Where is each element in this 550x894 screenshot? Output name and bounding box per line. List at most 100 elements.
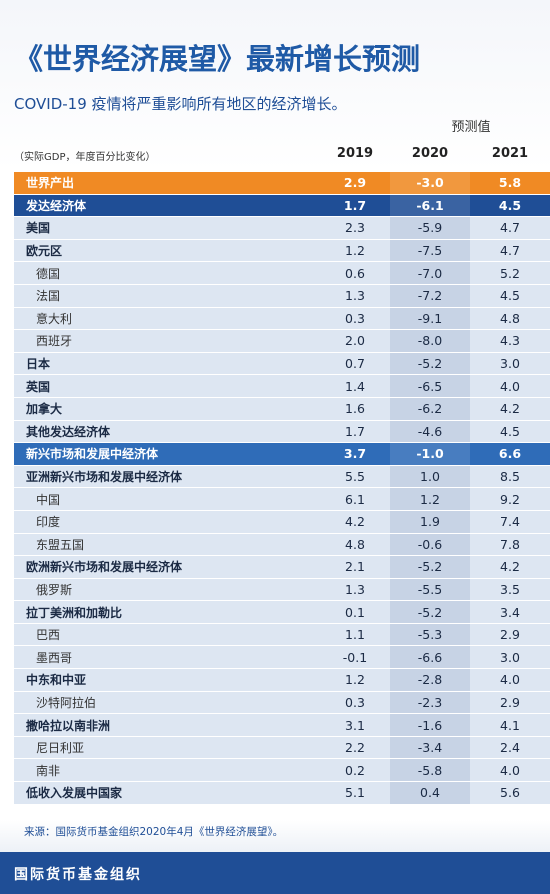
- cell-value: 1.3: [345, 288, 365, 304]
- cell-value: 2.0: [345, 333, 365, 349]
- cell-value: 1.0: [390, 465, 470, 488]
- table-row: 世界产出 2.9 -3.0 5.8: [14, 172, 550, 195]
- table-row: 其他发达经济体 1.7 -4.6 4.5: [14, 420, 550, 444]
- cell-value: 5.8: [498, 175, 522, 191]
- cell-value: -1.6: [390, 714, 470, 736]
- cell-value: -6.2: [390, 397, 470, 420]
- cell-value: 7.4: [500, 514, 520, 530]
- row-label: 欧洲新兴市场和发展中经济体: [26, 560, 183, 575]
- row-label: 新兴市场和发展中经济体: [26, 447, 159, 462]
- cell-value: 4.2: [500, 559, 520, 575]
- cell-value: -5.8: [390, 759, 470, 782]
- table-row: 尼日利亚 2.2 -3.4 2.4: [14, 736, 550, 760]
- cell-value: 2.9: [343, 175, 367, 191]
- cell-value: 1.2: [345, 672, 365, 688]
- cell-value: -6.5: [390, 375, 470, 397]
- table-row: 沙特阿拉伯 0.3 -2.3 2.9: [14, 691, 550, 715]
- table-row: 日本 0.7 -5.2 3.0: [14, 352, 550, 376]
- footer-text: 国际货币基金组织: [14, 867, 142, 883]
- footer: 国际货币基金组织: [0, 852, 550, 894]
- table-row: 撒哈拉以南非洲 3.1 -1.6 4.1: [14, 714, 550, 737]
- table-row: 亚洲新兴市场和发展中经济体 5.5 1.0 8.5: [14, 465, 550, 489]
- row-label: 沙特阿拉伯: [36, 695, 97, 710]
- cell-value: 0.3: [345, 310, 365, 326]
- table-row: 英国 1.4 -6.5 4.0: [14, 375, 550, 398]
- cell-value: 4.0: [500, 762, 520, 778]
- cell-value: 0.7: [345, 356, 365, 372]
- cell-value: 1.2: [390, 488, 470, 510]
- cell-value: 4.7: [500, 220, 520, 236]
- table-row: 美国 2.3 -5.9 4.7: [14, 217, 550, 240]
- cell-value: 0.6: [345, 265, 365, 281]
- table-row: 墨西哥 -0.1 -6.6 3.0: [14, 646, 550, 670]
- row-label: 印度: [36, 515, 61, 530]
- row-label: 南非: [36, 763, 61, 778]
- row-label: 发达经济体: [26, 198, 87, 213]
- row-label: 东盟五国: [36, 537, 85, 552]
- cell-value: -6.1: [390, 194, 470, 217]
- cell-value: 4.7: [500, 243, 520, 259]
- table-row: 西班牙 2.0 -8.0 4.3: [14, 330, 550, 353]
- row-label: 西班牙: [36, 334, 73, 349]
- source: 来源：国际货币基金组织2020年4月《世界经济展望》。: [24, 826, 284, 838]
- row-label: 德国: [36, 266, 61, 281]
- cell-value: -5.2: [390, 601, 470, 623]
- table-row: 巴西 1.1 -5.3 2.9: [14, 623, 550, 647]
- cell-value: 2.9: [500, 627, 520, 643]
- table-note: （实际GDP，年度百分比变化）: [14, 152, 156, 163]
- table-row: 东盟五国 4.8 -0.6 7.8: [14, 533, 550, 557]
- row-label: 世界产出: [26, 176, 75, 191]
- cell-value: 4.2: [345, 514, 365, 530]
- cell-value: 4.8: [500, 310, 520, 326]
- cell-value: 3.1: [345, 717, 365, 733]
- row-label: 法国: [36, 289, 61, 304]
- cell-value: 1.7: [343, 197, 367, 213]
- row-label: 日本: [26, 357, 51, 372]
- cell-value: -2.8: [390, 669, 470, 691]
- cell-value: -2.3: [390, 691, 470, 714]
- row-label: 撒哈拉以南非洲: [26, 718, 111, 733]
- table: 世界产出 2.9 -3.0 5.8 发达经济体 1.7 -6.1 4.5 美国 2.3 -5.9 4.…: [14, 172, 550, 805]
- cell-value: 7.8: [500, 536, 520, 552]
- row-label: 墨西哥: [36, 650, 73, 665]
- cell-value: 4.5: [500, 288, 520, 304]
- cell-value: 4.2: [500, 401, 520, 417]
- cell-value: 2.4: [500, 740, 520, 756]
- cell-value: -7.2: [390, 284, 470, 307]
- cell-value: 4.1: [500, 717, 520, 733]
- table-row: 中国 6.1 1.2 9.2: [14, 488, 550, 511]
- cell-value: 4.3: [500, 333, 520, 349]
- table-row: 加拿大 1.6 -6.2 4.2: [14, 397, 550, 421]
- cell-value: 0.3: [345, 694, 365, 710]
- table-row: 欧元区 1.2 -7.5 4.7: [14, 239, 550, 263]
- row-label: 中国: [36, 492, 61, 507]
- cell-value: 1.4: [345, 378, 365, 394]
- cell-value: -3.4: [390, 736, 470, 759]
- table-row: 俄罗斯 1.3 -5.5 3.5: [14, 578, 550, 602]
- cell-value: -0.6: [390, 533, 470, 556]
- subtitle: COVID-19 疫情将严重影响所有地区的经济增长。: [14, 95, 347, 113]
- row-label: 拉丁美洲和加勒比: [26, 605, 123, 620]
- row-label: 低收入发展中国家: [26, 786, 123, 801]
- cell-value: -9.1: [390, 307, 470, 330]
- forecast-label: 预测值: [451, 120, 491, 135]
- table-row: 德国 0.6 -7.0 5.2: [14, 262, 550, 285]
- row-label: 欧元区: [26, 244, 63, 259]
- cell-value: 4.5: [500, 423, 520, 439]
- cell-value: 3.5: [500, 581, 520, 597]
- cell-value: 4.0: [500, 672, 520, 688]
- cell-value: -4.6: [390, 420, 470, 443]
- cell-value: 6.1: [345, 491, 365, 507]
- column-header: 2019: [336, 146, 374, 161]
- table-row: 南非 0.2 -5.8 4.0: [14, 759, 550, 783]
- table-row: 印度 4.2 1.9 7.4: [14, 510, 550, 534]
- column-header: 2020: [411, 146, 449, 161]
- cell-value: 1.1: [345, 627, 365, 643]
- cell-value: 4.8: [345, 536, 365, 552]
- table-row: 欧洲新兴市场和发展中经济体 2.1 -5.2 4.2: [14, 556, 550, 579]
- cell-value: 2.9: [500, 694, 520, 710]
- cell-value: 1.7: [345, 423, 365, 439]
- table-row: 中东和中亚 1.2 -2.8 4.0: [14, 669, 550, 692]
- table-row: 拉丁美洲和加勒比 0.1 -5.2 3.4: [14, 601, 550, 624]
- row-label: 尼日利亚: [36, 741, 85, 756]
